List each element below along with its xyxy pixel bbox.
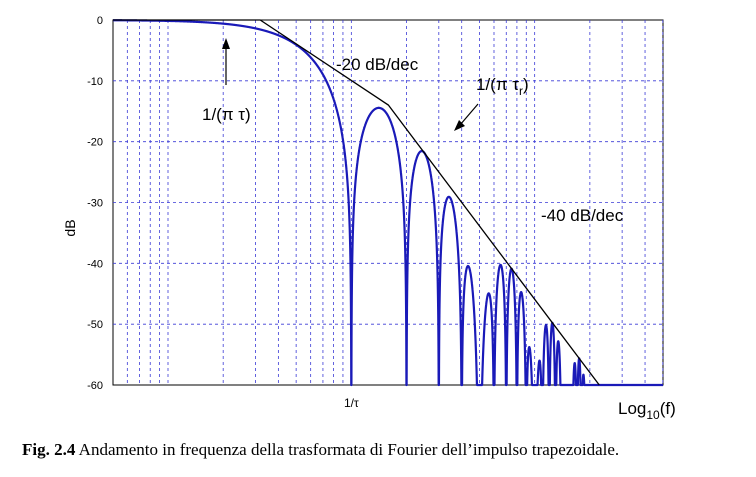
asymptote-line	[113, 19, 600, 386]
chart: 0 -10 -20 -30 -40 -50 -60 1/τ dB Log10(f) 1/(π…	[62, 15, 676, 422]
x-axis: 1/τ	[344, 396, 359, 410]
y-tick-label: -50	[87, 319, 103, 331]
annotation-slope-20: -20 dB/dec	[336, 55, 419, 74]
figure-caption: Fig. 2.4 Andamento in frequenza della tr…	[22, 440, 752, 460]
caption-text: Andamento in frequenza della trasformata…	[75, 440, 620, 459]
y-tick-label: -10	[87, 76, 103, 88]
y-tick-label: -30	[87, 198, 103, 210]
plot-frame	[112, 19, 664, 386]
annotation-corner-1: 1/(π τ)	[202, 105, 251, 124]
annotation-slope-40: -40 dB/dec	[541, 206, 624, 225]
grid	[113, 20, 664, 385]
x-tick-label: 1/τ	[344, 396, 359, 410]
annotation-corner-2: 1/(π τr)	[476, 75, 529, 98]
caption-label: Fig. 2.4	[22, 440, 76, 459]
spectrum-curve	[111, 19, 665, 387]
y-axis-label: dB	[62, 219, 78, 236]
y-tick-label: 0	[97, 15, 103, 27]
arrow-corner-2	[454, 103, 479, 131]
y-tick-label: -20	[87, 137, 103, 149]
y-axis: 0 -10 -20 -30 -40 -50 -60	[87, 15, 103, 392]
y-tick-label: -40	[87, 258, 103, 270]
x-axis-label: Log10(f)	[618, 399, 676, 422]
arrow-corner-1	[222, 38, 230, 85]
y-tick-label: -60	[87, 380, 103, 392]
